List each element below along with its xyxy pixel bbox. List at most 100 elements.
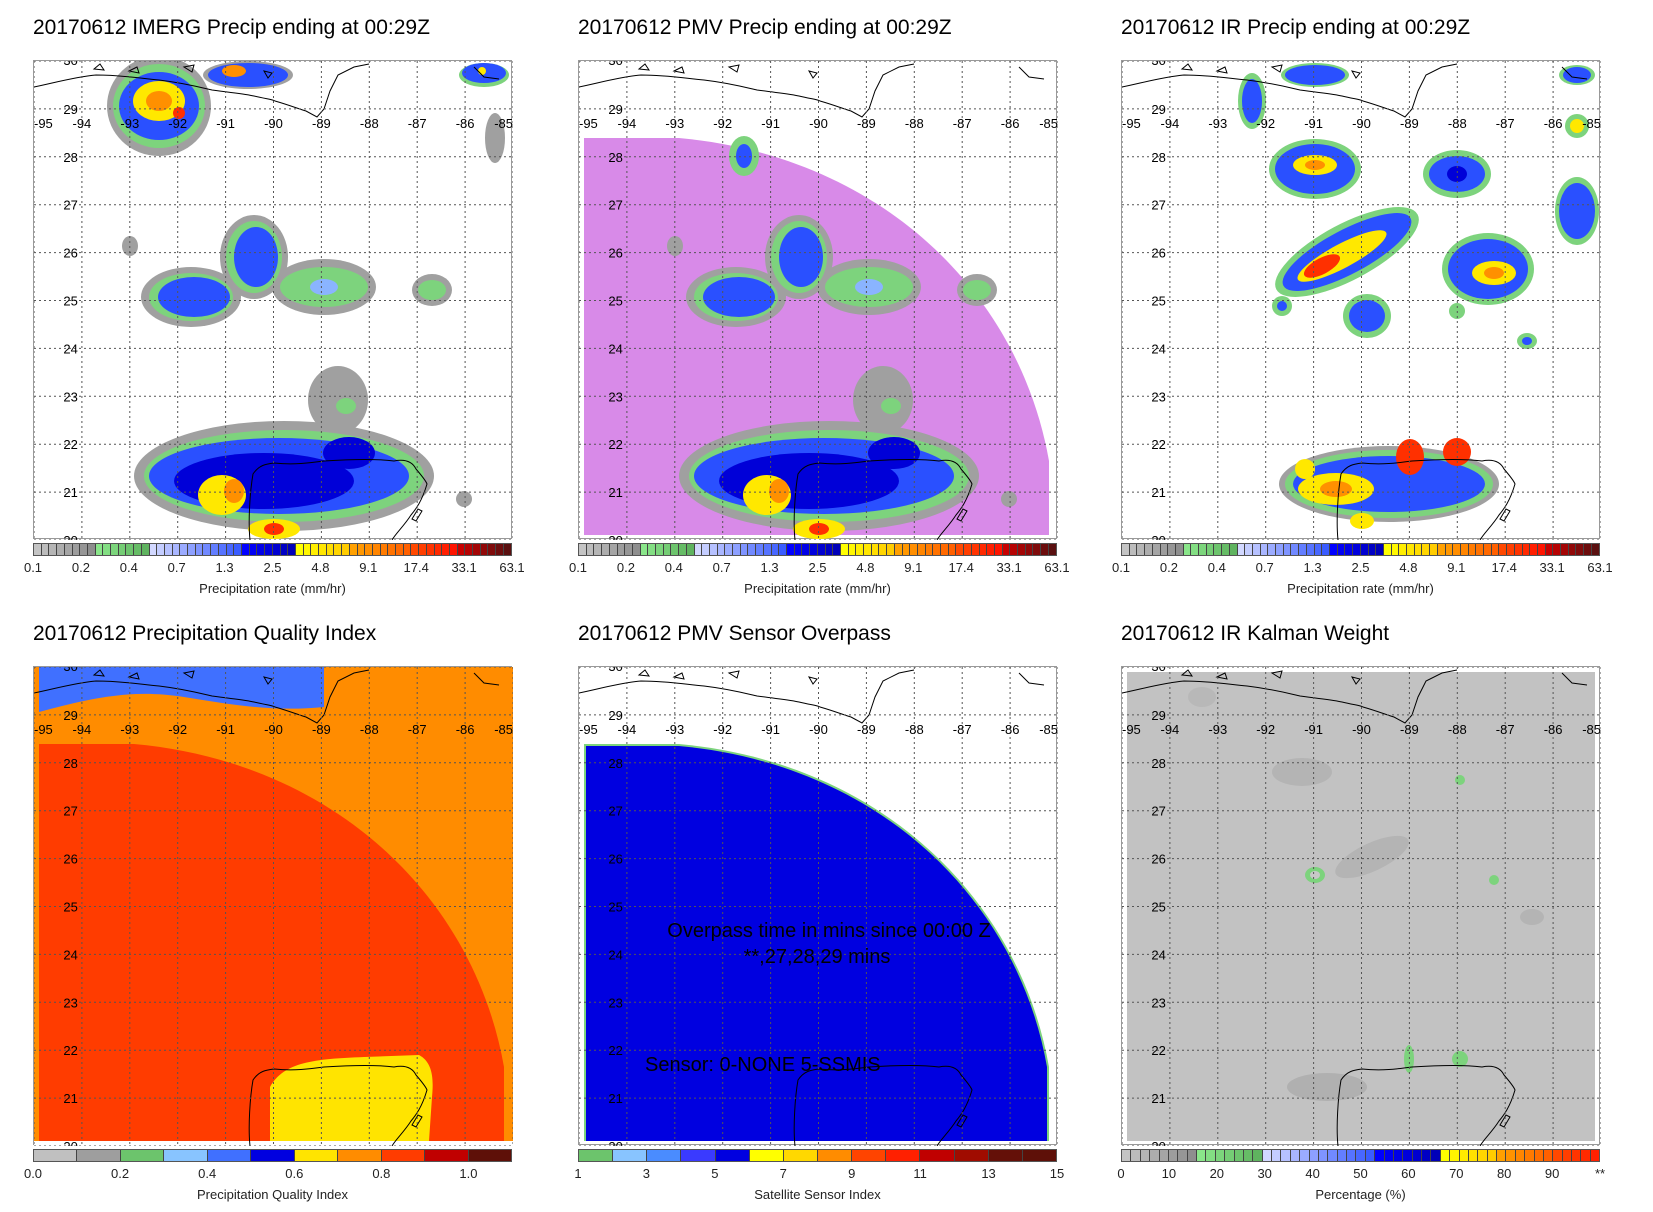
colorbar-cell [740,544,749,555]
colorbar-cell [1283,544,1292,555]
colorbar-tick-label: 4.8 [1399,560,1418,575]
colorbar-cell [656,544,664,555]
colorbar-cell [1214,544,1223,555]
colorbar-cell [381,1150,426,1161]
colorbar-cell [149,544,158,555]
colorbar-cell [864,544,872,555]
colorbar-cell [783,1150,818,1161]
colorbar-cell [1437,544,1446,555]
precip-cell [323,437,375,469]
lon-label: -90 [1352,722,1371,737]
colorbar-cell [1561,544,1569,555]
colorbar-tick-label: 30 [1257,1166,1272,1181]
colorbar-cell [442,544,450,555]
overpass-map: 30 29 28 27 26 25 24 23 22 21 20 -95 -94 -93 -92 -91 -90… [579,667,1058,1146]
lon-label: -94 [1161,722,1180,737]
colorbar-cell [1499,544,1508,555]
colorbar-cell [817,544,826,555]
precip-cell [308,366,368,434]
colorbar-cell [1199,544,1207,555]
colorbar-cell [1191,544,1200,555]
lat-label: 24 [63,947,77,962]
colorbar-cell [226,544,235,555]
colorbar-cell [594,544,603,555]
lat-label: 22 [608,437,622,452]
colorbar-cell [1347,1150,1357,1161]
colorbar-cell [794,544,803,555]
precip-cell [173,107,185,119]
colorbar-cell [948,544,957,555]
lon-label: -87 [953,722,972,737]
precip-cell [1349,300,1385,332]
colorbar-cell [1018,544,1026,555]
lon-label: -85 [494,722,513,737]
colorbar-cell [111,544,119,555]
colorbar [578,1149,1057,1162]
colorbar-cell [303,544,312,555]
colorbar-cell [365,544,373,555]
colorbar-cell [871,544,880,555]
colorbar-cell [1281,1150,1291,1161]
lat-label: 29 [63,102,77,117]
colorbar-cell [894,544,903,555]
lat-label: 29 [1151,102,1165,117]
colorbar-tick-label: 17.4 [403,560,429,575]
colorbar-cell [1337,1150,1347,1161]
colorbar-cell [779,544,787,555]
colorbar-cell [1253,1150,1263,1161]
colorbar-cell [979,544,988,555]
lat-label: 30 [1151,667,1165,674]
colorbar [1121,543,1600,556]
colorbar-cell [311,544,320,555]
precip-cell [336,398,356,414]
colorbar-cell [64,544,73,555]
annotation-text: Overpass time in mins since 00:00 Z [667,920,990,942]
colorbar-cell [1393,1150,1404,1161]
annotation-text: Sensor: 0-NONE 5-SSMIS [645,1054,881,1076]
colorbar-cell [1581,1150,1591,1161]
colorbar-cell [1553,544,1562,555]
colorbar-cell [1291,544,1300,555]
colorbar-cell [1478,1150,1488,1161]
colorbar-cell [709,544,718,555]
lat-label: 25 [63,900,77,915]
precip-cell [146,91,172,111]
colorbar-cell [1353,544,1361,555]
colorbar-cell [34,1150,78,1161]
lon-label: -85 [1582,722,1601,737]
colorbar-cell [1260,544,1269,555]
colorbar-cell [886,1150,921,1161]
coastline-north [34,669,370,724]
colorbar-tick-label: 4.8 [856,560,875,575]
colorbar-cell [1450,1150,1460,1161]
lon-label: -90 [809,116,828,131]
precip-cell [1447,166,1467,182]
panel-title: 20170612 IMERG Precip ending at 00:29Z [33,16,430,39]
colorbar-cell [1407,544,1415,555]
colorbar-cell [1025,544,1034,555]
colorbar-cell [272,544,281,555]
colorbar-cell [1225,1150,1235,1161]
colorbar-cell [640,544,649,555]
lon-label: -85 [1039,116,1058,131]
lat-label: 25 [1151,294,1165,309]
colorbar-tick-label: 0.1 [1111,560,1131,575]
lat-label: 20 [608,1139,622,1146]
colorbar-cell [1553,1150,1563,1161]
lat-label: 28 [63,756,77,771]
colorbar-cell [1543,1150,1554,1161]
colorbar-cell [1399,544,1408,555]
colorbar-tick-label: 0.2 [71,560,90,575]
colorbar-cell [1445,544,1454,555]
colorbar-cell [326,544,335,555]
colorbar-cell [1159,1150,1169,1161]
colorbar-cell [833,544,841,555]
colorbar-tick-label: 7 [779,1166,787,1181]
colorbar-tick-label: 17.4 [948,560,974,575]
colorbar-cell [1376,544,1384,555]
colorbar [578,543,1057,556]
colorbar-cell [57,544,65,555]
lat-label: 21 [63,485,77,500]
colorbar-tick-label: 0.7 [712,560,731,575]
colorbar-label: Precipitation rate (mm/hr) [199,581,346,596]
